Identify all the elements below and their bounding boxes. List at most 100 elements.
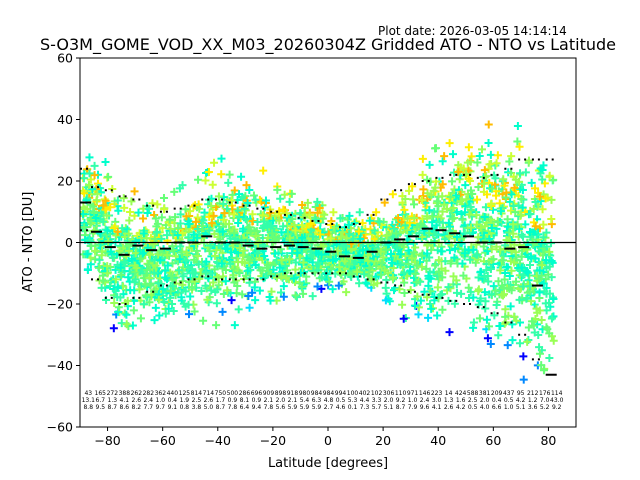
scatter-point (245, 185, 254, 194)
bin-stat-label: 0.9 (252, 397, 262, 404)
x-axis: −80 −60 −40 −20 0 20 40 60 80 (94, 427, 556, 448)
scatter-point (507, 286, 516, 295)
scatter-point (388, 258, 396, 267)
bin-stat-label: 5.7 (372, 404, 382, 411)
scatter-point (541, 299, 550, 308)
scatter-point (467, 223, 476, 232)
y-axis-label: ATO - NTO [DU] (21, 192, 36, 293)
scatter-point (193, 213, 202, 222)
scatter-point (358, 246, 367, 255)
bin-stat-label: 4.6 (336, 404, 346, 411)
scatter-point (193, 233, 202, 242)
scatter-point (85, 180, 94, 189)
scatter-point (404, 260, 413, 269)
scatter-point (291, 291, 300, 300)
scatter-point (404, 246, 413, 255)
scatter-point (80, 223, 89, 232)
bin-stat-label: 5.9 (312, 404, 322, 411)
scatter-point (406, 285, 415, 294)
scatter-point (418, 170, 427, 179)
scatter-point (129, 306, 138, 315)
bin-stat-label: 0.9 (228, 397, 238, 404)
scatter-point (541, 194, 550, 203)
bin-stat-label: 5.6 (276, 404, 286, 411)
scatter-point (474, 287, 483, 296)
bin-stat-label: 2.6 (204, 397, 214, 404)
scatter-point (245, 303, 254, 312)
scatter-point (538, 205, 547, 214)
scatter-point (116, 263, 125, 272)
scatter-point (299, 258, 308, 267)
scatter-point (238, 290, 247, 299)
scatter-point (528, 317, 537, 326)
scatter-point (201, 281, 210, 290)
bin-stat-label: 114 (551, 390, 563, 397)
scatter-point (113, 196, 122, 205)
scatter-point (234, 219, 243, 228)
scatter-point (272, 273, 281, 282)
bin-stat-label: 7.8 (228, 404, 238, 411)
scatter-point (288, 215, 297, 224)
scatter-point (539, 220, 548, 229)
scatter-point (217, 170, 226, 179)
scatter-point (484, 277, 493, 286)
scatter-point (449, 150, 458, 159)
scatter-point (445, 139, 454, 148)
scatter-point (308, 232, 317, 241)
scatter-point (182, 212, 191, 221)
scatter-point (542, 256, 551, 265)
bin-stat-label: 2.0 (276, 397, 286, 404)
scatter-point (420, 287, 429, 296)
scatter-point (363, 256, 372, 265)
mean-layer (80, 158, 557, 376)
scatter-point (233, 206, 242, 215)
scatter-point (97, 283, 106, 292)
y-axis: −60 −40 −20 0 20 40 60 (47, 51, 80, 435)
scatter-point (120, 257, 129, 266)
scatter-point (462, 195, 471, 204)
scatter-point (163, 251, 172, 260)
scatter-point (435, 218, 444, 227)
scatter-point (244, 292, 253, 301)
scatter-point (201, 268, 210, 277)
scatter-point (423, 189, 432, 198)
scatter-point (457, 239, 466, 248)
scatter-point (463, 158, 472, 167)
scatter-point (457, 210, 466, 219)
scatter-point (433, 311, 442, 320)
x-tick-label: −40 (205, 433, 231, 448)
scatter-point (291, 258, 300, 267)
scatter-point (541, 275, 550, 284)
scatter-point (503, 341, 512, 350)
scatter-point (464, 283, 473, 292)
scatter-point (269, 265, 278, 274)
bin-stat-label: 814 (191, 390, 203, 397)
scatter-point (259, 274, 268, 283)
scatter-point (186, 207, 195, 216)
bin-stat-label: 980 (299, 390, 311, 397)
bin-stat-label: 272 (107, 390, 119, 397)
scatter-point (545, 289, 554, 298)
scatter-point (209, 278, 218, 287)
scatter-point (524, 323, 533, 332)
bin-stat-label: 2.0 (480, 397, 490, 404)
scatter-point (266, 208, 275, 217)
scatter-point (113, 283, 122, 292)
scatter-point (452, 288, 461, 297)
scatter-point (544, 270, 553, 279)
scatter-point (465, 210, 474, 219)
scatter-point (537, 315, 546, 324)
scatter-point (545, 171, 554, 180)
scatter-point (91, 213, 100, 222)
scatter-point (227, 296, 236, 305)
scatter-point (240, 204, 249, 213)
scatter-point (500, 319, 509, 328)
scatter-point (504, 222, 513, 231)
scatter-point (336, 214, 345, 223)
scatter-point (400, 268, 409, 277)
scatter-point (355, 279, 364, 288)
plot-date: Plot date: 2026-03-05 14:14:14 (378, 24, 567, 38)
scatter-point (461, 181, 470, 190)
scatter-point (481, 297, 490, 306)
scatter-point (445, 328, 454, 337)
